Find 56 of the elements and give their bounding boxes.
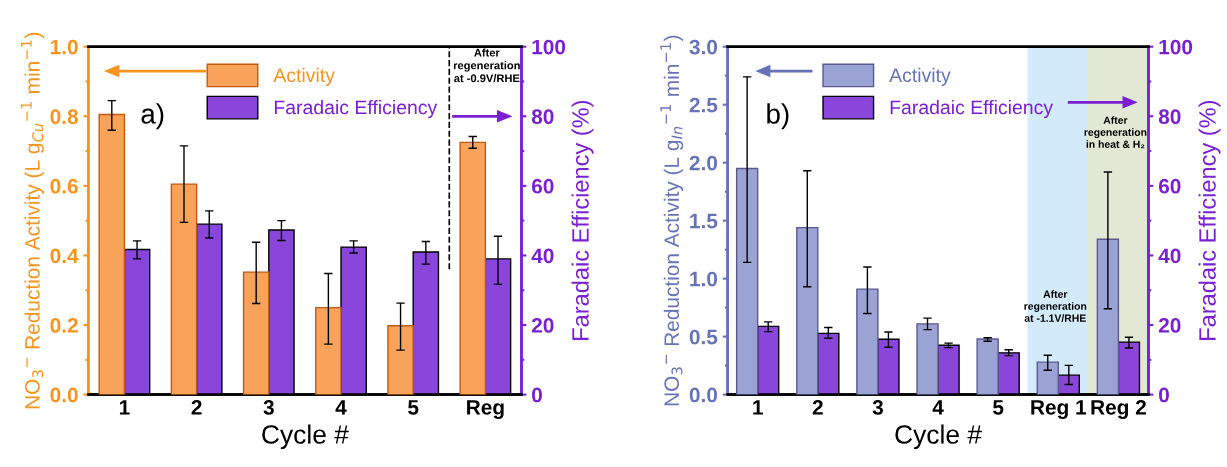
y-tick-label: 0.0 [689,387,718,403]
bar [796,226,819,395]
x-tick-label: 5 [993,400,1004,415]
x-tick-label: 2 [191,400,202,415]
band-label: After regeneration in heat & H₂ [1084,116,1147,149]
y-tick-label: 2.5 [689,97,718,113]
y-tick-label: 0.5 [689,329,718,345]
x-tick-label: Reg [467,400,504,419]
y2-tick-label: 80 [1158,109,1181,125]
x-tick-label: 3 [872,400,883,415]
y-tick-label: 0.0 [50,387,78,403]
y2-axis-title: Faradaic Efficiency (%) [571,100,594,340]
y-tick-label: 1.5 [690,213,718,229]
bar [1096,238,1120,395]
y2-tick-label: 80 [531,109,554,125]
x-tick-label: 1 [119,400,130,415]
x-tick-label: 5 [408,400,419,415]
y-tick-label: 0.6 [50,178,78,194]
x-tick-label: 2 [812,400,823,415]
x-tick-label: 4 [932,400,944,415]
text: NO$_{3}$$^{−}$ Reduction Activity (L g$_{In}$$^{−1}$ min$^{−1}$) [660,35,684,406]
y2-tick-label: 40 [1158,248,1181,264]
y-tick-label: 1.0 [690,271,718,287]
y-tick-label: 3.0 [689,39,718,55]
x-axis-title: Cycle # [895,424,982,450]
band-label: After regeneration at -1.1V/RHE [1024,290,1087,322]
x-tick-label: 3 [263,400,274,415]
legend-label: Activity [889,67,951,86]
y2-tick-label: 0 [1159,387,1169,403]
y-tick-label: 0.4 [50,248,79,264]
legend-label: Activity [273,67,335,86]
y2-tick-label: 100 [1159,39,1193,55]
text: NO$_{3}$$^{−}$ Reduction Activity (L g$_{Cu}$$^{−1}$ min$^{−1}$) [20,32,44,409]
bar [735,167,759,395]
ref-line-label: After regeneration at -0.9V/RHE [453,48,520,83]
y2-axis-title: Faradaic Efficiency (%) [1198,100,1221,340]
y2-tick-label: 100 [532,39,566,55]
x-axis-title: Cycle # [262,424,349,450]
y-tick-label: 1.0 [50,39,78,55]
y2-tick-label: 60 [1158,178,1181,194]
x-tick-label: 4 [335,400,347,415]
y-tick-label: 0.2 [50,318,78,333]
x-tick-label: Reg 2 [1091,399,1146,419]
annotation: a) [141,103,164,130]
legend-label: Faradaic Efficiency [890,99,1054,119]
y2-tick-label: 0 [532,387,542,403]
legend-label: Faradaic Efficiency [274,99,438,119]
y-tick-label: 2.0 [689,155,718,171]
y2-tick-label: 20 [1158,318,1181,333]
annotation: b) [767,103,789,130]
x-tick-label: 1 [753,400,763,415]
y2-tick-label: 20 [531,318,554,333]
y2-tick-label: 60 [531,178,554,194]
y2-tick-label: 40 [531,248,554,264]
x-tick-label: Reg 1 [1031,400,1087,419]
y-tick-label: 0.8 [50,109,78,125]
